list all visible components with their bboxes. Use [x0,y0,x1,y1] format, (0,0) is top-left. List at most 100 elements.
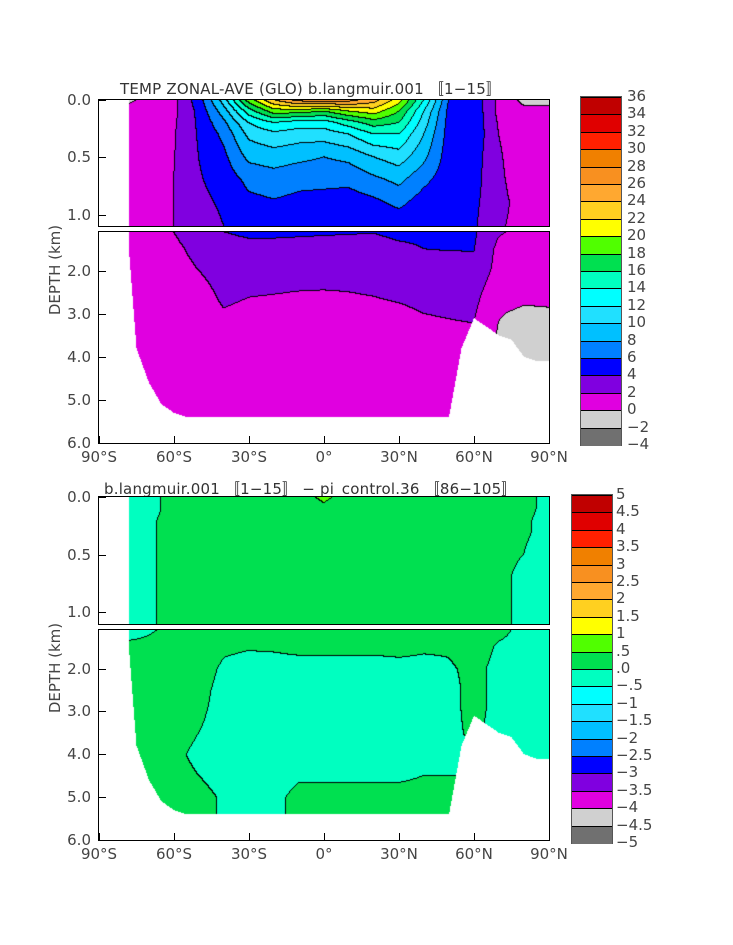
colorbar-band [581,201,621,220]
colorbar-label: 24 [627,191,647,210]
colorbar-label: −4 [616,798,639,817]
x-tick-label: 90°S [80,448,118,466]
colorbar-label: 4.5 [616,502,640,521]
colorbar-label: −4.5 [616,815,653,834]
colorbar-band [572,547,612,566]
colorbar-band [581,427,621,446]
colorbar-label: 34 [627,104,647,123]
colorbar-band [572,790,612,809]
y-tick-label: 3.0 [67,304,91,323]
contour-field [99,497,549,624]
colorbar-label: 36 [627,87,647,105]
colorbar-band [581,236,621,255]
x-tick-label: 30°N [380,845,418,863]
x-tick-mark [399,833,400,840]
x-tick-mark [249,436,250,443]
colorbar-band [581,358,621,376]
y-tick-mark [99,443,106,444]
colorbar-label: 28 [627,156,647,175]
y-tick-label: 5.0 [67,788,91,807]
y-tick-label: 0.5 [67,148,91,167]
colorbar-label: −4 [627,435,650,453]
y-tick-label: 0.0 [67,488,91,506]
y-axis-label: DEPTH (km) [46,224,64,316]
y-tick-label: 1.0 [67,205,91,224]
colorbar-band [572,634,612,653]
colorbar-band [572,721,612,740]
colorbar-label: 4 [616,519,626,538]
colorbar-label: 32 [627,121,647,140]
y-tick-mark [99,668,106,670]
colorbar-band [572,529,612,548]
colorbar-band [581,97,621,115]
y-tick-mark [99,754,106,756]
x-tick-mark [324,436,325,443]
y-tick-label: 0.5 [67,545,91,564]
colorbar-label: −5 [616,833,639,851]
plot1-upper-panel [98,496,550,625]
colorbar-band [581,149,621,168]
colorbar-label: −3.5 [616,780,653,799]
y-tick-mark [99,399,106,401]
x-tick-label: 90°N [530,448,568,466]
y-tick-label: 2.0 [67,261,91,280]
y-tick-mark [99,100,106,101]
y-tick-label: 4.0 [67,745,91,764]
y-axis-label: DEPTH (km) [46,622,64,714]
colorbar-band [572,808,612,827]
colorbar-band [572,582,612,600]
x-tick-label: 60°N [455,448,493,466]
colorbar-band [581,288,621,307]
colorbar-band [581,410,621,429]
y-tick-label: 1.0 [67,603,91,622]
colorbar-label: 18 [627,243,647,262]
y-tick-mark [99,313,106,315]
y-tick-mark [99,711,106,713]
colorbar-band [572,495,612,513]
colorbar-band [572,512,612,531]
colorbar-label: 12 [627,295,647,314]
y-tick-mark [99,797,106,799]
colorbar-band [581,114,621,133]
x-tick-label: 30°S [230,845,268,863]
colorbar-band [572,599,612,618]
colorbar-band [581,375,621,394]
plot-title-top: TEMP ZONAL-AVE (GLO) b.langmuir.001 〚1−1… [120,80,502,98]
x-tick-mark [174,833,175,840]
colorbar-band [581,340,621,359]
colorbar-band [581,218,621,237]
colorbar-label: 1 [616,624,626,643]
x-tick-label: 60°S [155,845,193,863]
y-tick-label: 2.0 [67,659,91,678]
colorbar-band [581,166,621,185]
x-tick-label: 30°N [380,448,418,466]
x-tick-label: 90°N [530,845,568,863]
x-tick-mark [474,436,475,443]
y-tick-mark [99,840,106,841]
y-tick-mark [99,612,106,614]
colorbar-band [572,651,612,670]
colorbar-band [581,271,621,289]
contour-field [99,630,549,840]
colorbar-label: 3.5 [616,537,640,556]
x-tick-mark [249,833,250,840]
colorbar-label: 30 [627,139,647,158]
colorbar-band [581,305,621,324]
colorbar-band [572,756,612,774]
colorbar-label: 16 [627,261,647,279]
y-tick-mark [99,157,106,159]
colorbar-label: 2.5 [616,572,640,590]
x-tick-mark [549,436,550,443]
colorbar-band [572,669,612,687]
colorbar-label: 2 [627,382,637,401]
colorbar-band [572,616,612,635]
colorbar-label: 22 [627,208,647,227]
x-tick-mark [99,436,100,443]
colorbar-label: 8 [627,330,637,349]
colorbar-label: 14 [627,278,647,297]
colorbar-label: 1.5 [616,606,640,625]
x-tick-mark [324,833,325,840]
x-tick-label: 60°S [155,448,193,466]
y-tick-mark [99,554,106,556]
